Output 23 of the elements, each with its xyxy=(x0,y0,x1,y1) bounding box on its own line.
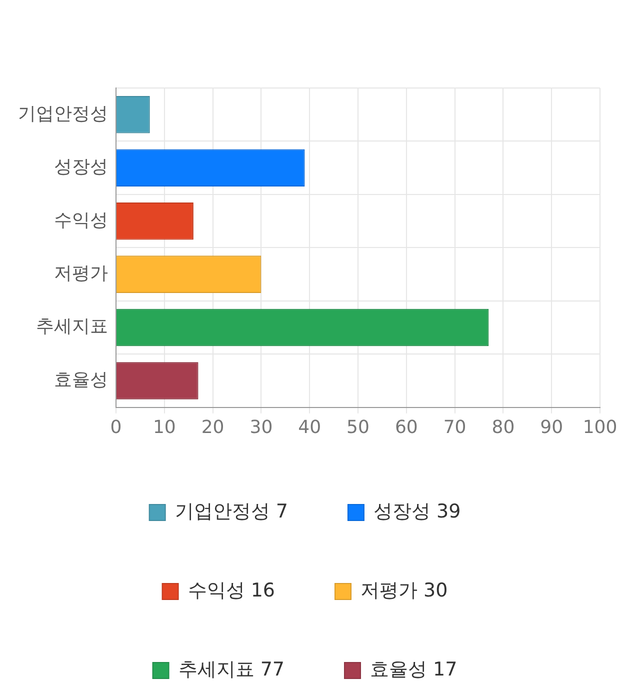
x-tick-label: 90 xyxy=(540,416,564,438)
legend-label: 효율성 17 xyxy=(370,658,458,680)
y-tick-label: 효율성 xyxy=(54,369,108,390)
x-tick-label: 60 xyxy=(394,416,418,438)
x-tick-label: 0 xyxy=(110,416,122,438)
x-tick-label: 50 xyxy=(346,416,370,438)
x-tick-label: 40 xyxy=(298,416,322,438)
y-tick-label: 기업안정성 xyxy=(18,103,108,124)
x-tick-label: 20 xyxy=(201,416,224,438)
y-tick-label: 수익성 xyxy=(54,210,108,231)
x-tick-label: 10 xyxy=(152,416,176,438)
legend-label: 수익성 16 xyxy=(188,579,275,602)
x-tick-label: 70 xyxy=(443,416,466,438)
y-tick-label: 저평가 xyxy=(54,262,108,284)
legend-label: 성장성 39 xyxy=(373,500,461,522)
x-tick-label: 80 xyxy=(492,416,515,438)
legend-label: 저평가 30 xyxy=(360,579,448,602)
x-tick-label: 100 xyxy=(582,416,618,438)
y-tick-label: 추세지표 xyxy=(36,316,108,338)
y-tick-label: 성장성 xyxy=(54,156,108,178)
x-tick-label: 30 xyxy=(250,416,273,438)
legend-label: 추세지표 77 xyxy=(178,658,284,680)
legend-label: 기업안정성 7 xyxy=(174,500,288,522)
